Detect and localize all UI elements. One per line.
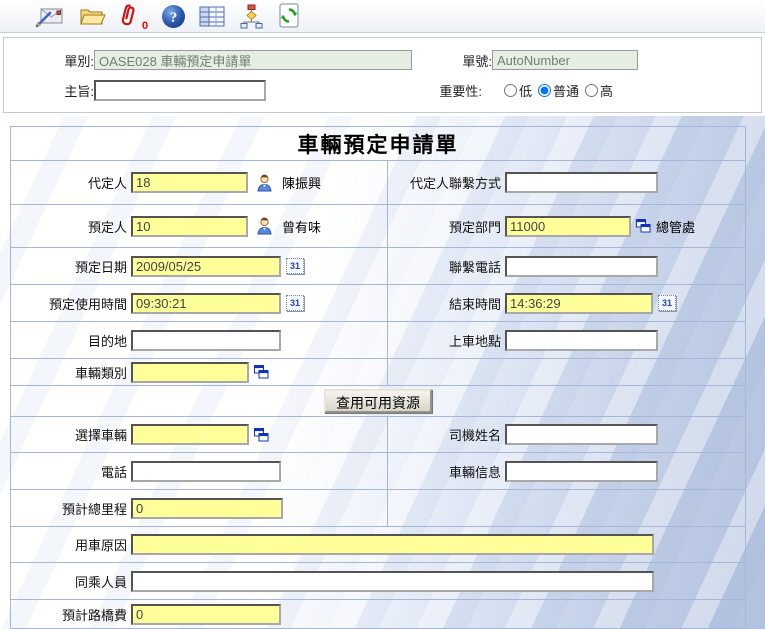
contact-phone-field[interactable] bbox=[505, 255, 658, 277]
data-list-icon[interactable] bbox=[198, 4, 227, 29]
workflow-icon[interactable] bbox=[238, 3, 265, 30]
reserve-date-label: 預定日期 bbox=[74, 259, 127, 275]
agent-contact-label: 代定人聯繫方式 bbox=[409, 176, 501, 191]
help-icon[interactable]: ? bbox=[160, 3, 187, 30]
row-phone-info: 電話 車輛信息 bbox=[11, 453, 745, 490]
subject-label: 主旨: bbox=[64, 83, 94, 99]
driver-name-label: 司機姓名 bbox=[448, 428, 501, 443]
passengers-label: 同乘人員 bbox=[74, 574, 127, 590]
form-no-field bbox=[492, 50, 638, 70]
destination-field[interactable] bbox=[131, 329, 281, 351]
form-type-label: 單別: bbox=[64, 53, 94, 69]
use-reason-field[interactable] bbox=[131, 534, 654, 555]
use-reason-label: 用車原因 bbox=[74, 538, 127, 553]
open-folder-icon[interactable] bbox=[77, 3, 107, 29]
passengers-field[interactable] bbox=[131, 570, 654, 592]
driver-name-field[interactable] bbox=[505, 424, 658, 445]
row-mileage: 預計總里程 bbox=[11, 490, 745, 527]
reserve-dept-label: 預定部門 bbox=[448, 219, 501, 235]
row-date: 預定日期 31 聯繫電話 bbox=[11, 248, 745, 285]
reserver-field[interactable] bbox=[131, 215, 248, 237]
dept-lookup-icon[interactable] bbox=[636, 219, 651, 233]
phone-field[interactable] bbox=[131, 460, 281, 482]
refresh-icon[interactable] bbox=[276, 2, 302, 30]
importance-radio-group: 低 普通 高 bbox=[504, 81, 619, 100]
row-passengers: 同乘人員 bbox=[11, 563, 745, 600]
reserve-dept-field[interactable] bbox=[505, 215, 631, 237]
main-area: 車輛預定申請單 代定人 陳振興 bbox=[0, 116, 765, 629]
header-row-1: 單別: 單號: bbox=[4, 45, 761, 75]
end-time-field[interactable] bbox=[505, 292, 653, 314]
vehicle-info-label: 車輛信息 bbox=[448, 464, 501, 480]
row-select-vehicle: 選擇車輛 司機姓名 bbox=[11, 417, 745, 453]
importance-radio-low[interactable] bbox=[504, 83, 517, 97]
phone-label: 電話 bbox=[100, 464, 127, 480]
form-title-row: 車輛預定申請單 bbox=[11, 127, 745, 161]
select-vehicle-field[interactable] bbox=[131, 424, 249, 445]
agent-label: 代定人 bbox=[87, 176, 127, 191]
vehicle-type-field[interactable] bbox=[131, 361, 249, 383]
vehicle-type-label: 車輛類別 bbox=[74, 365, 127, 381]
header-row-2: 主旨: 重要性: 低 普通 高 bbox=[4, 75, 761, 105]
row-query-button: 查用可用資源 bbox=[11, 386, 745, 417]
start-time-label: 預定使用時間 bbox=[48, 296, 127, 312]
row-locations: 目的地 上車地點 bbox=[11, 322, 745, 359]
importance-option-high[interactable]: 高 bbox=[585, 81, 613, 100]
row-use-reason: 用車原因 bbox=[11, 527, 745, 563]
form-no-label: 單號: bbox=[462, 53, 492, 69]
importance-option-normal[interactable]: 普通 bbox=[538, 81, 579, 100]
form-type-field bbox=[94, 50, 412, 70]
est-toll-field[interactable] bbox=[131, 603, 281, 625]
send-mail-icon[interactable] bbox=[34, 2, 66, 30]
reserver-name: 曾有味 bbox=[282, 219, 322, 235]
query-resources-button[interactable]: 查用可用資源 bbox=[324, 389, 432, 413]
row-times: 預定使用時間 31 結束時間 31 bbox=[11, 285, 745, 322]
importance-option-low[interactable]: 低 bbox=[504, 81, 532, 100]
start-time-field[interactable] bbox=[131, 292, 281, 314]
person-picker-icon[interactable] bbox=[256, 217, 273, 235]
est-mileage-label: 預計總里程 bbox=[61, 501, 127, 517]
importance-label: 重要性: bbox=[439, 83, 482, 99]
reserver-label: 預定人 bbox=[87, 219, 127, 235]
destination-label: 目的地 bbox=[87, 333, 127, 349]
svg-text:?: ? bbox=[170, 10, 178, 26]
toolbar: 0 ? bbox=[0, 0, 765, 33]
vehicle-type-lookup-icon[interactable] bbox=[254, 365, 269, 379]
end-time-label: 結束時間 bbox=[448, 296, 501, 312]
select-vehicle-label: 選擇車輛 bbox=[74, 428, 127, 443]
row-reserver: 預定人 曾有味 預定部門 bbox=[11, 205, 745, 248]
vehicle-lookup-icon[interactable] bbox=[254, 427, 269, 442]
importance-radio-normal[interactable] bbox=[538, 83, 552, 97]
pickup-location-label: 上車地點 bbox=[448, 333, 501, 349]
row-toll: 預計路橋費 bbox=[11, 600, 745, 628]
calendar-icon[interactable]: 31 bbox=[658, 295, 676, 311]
agent-contact-field[interactable] bbox=[505, 172, 658, 193]
agent-name: 陳振興 bbox=[282, 176, 322, 191]
est-toll-label: 預計路橋費 bbox=[61, 607, 127, 623]
agent-field[interactable] bbox=[131, 172, 248, 193]
calendar-icon[interactable]: 31 bbox=[286, 258, 304, 274]
attachment-count: 0 bbox=[142, 19, 149, 32]
pickup-location-field[interactable] bbox=[505, 329, 658, 351]
attachment-icon[interactable]: 0 bbox=[118, 2, 149, 32]
form-title: 車輛預定申請單 bbox=[297, 132, 459, 157]
calendar-icon[interactable]: 31 bbox=[286, 295, 304, 311]
contact-phone-label: 聯繫電話 bbox=[448, 259, 501, 275]
row-agent: 代定人 陳振興 代定人聯繫方式 bbox=[11, 161, 745, 205]
vehicle-info-field[interactable] bbox=[505, 460, 658, 482]
subject-field[interactable] bbox=[94, 79, 266, 101]
importance-radio-high[interactable] bbox=[585, 83, 599, 97]
header-panel: 單別: 單號: 主旨: 重要性: 低 普通 bbox=[3, 37, 762, 113]
est-mileage-field[interactable] bbox=[131, 497, 283, 519]
form-table: 車輛預定申請單 代定人 陳振興 bbox=[10, 126, 746, 629]
row-vehicle-type: 車輛類別 bbox=[11, 359, 745, 386]
reserve-dept-name: 總管處 bbox=[656, 219, 696, 235]
reserve-date-field[interactable] bbox=[131, 255, 281, 277]
person-picker-icon[interactable] bbox=[256, 174, 273, 192]
